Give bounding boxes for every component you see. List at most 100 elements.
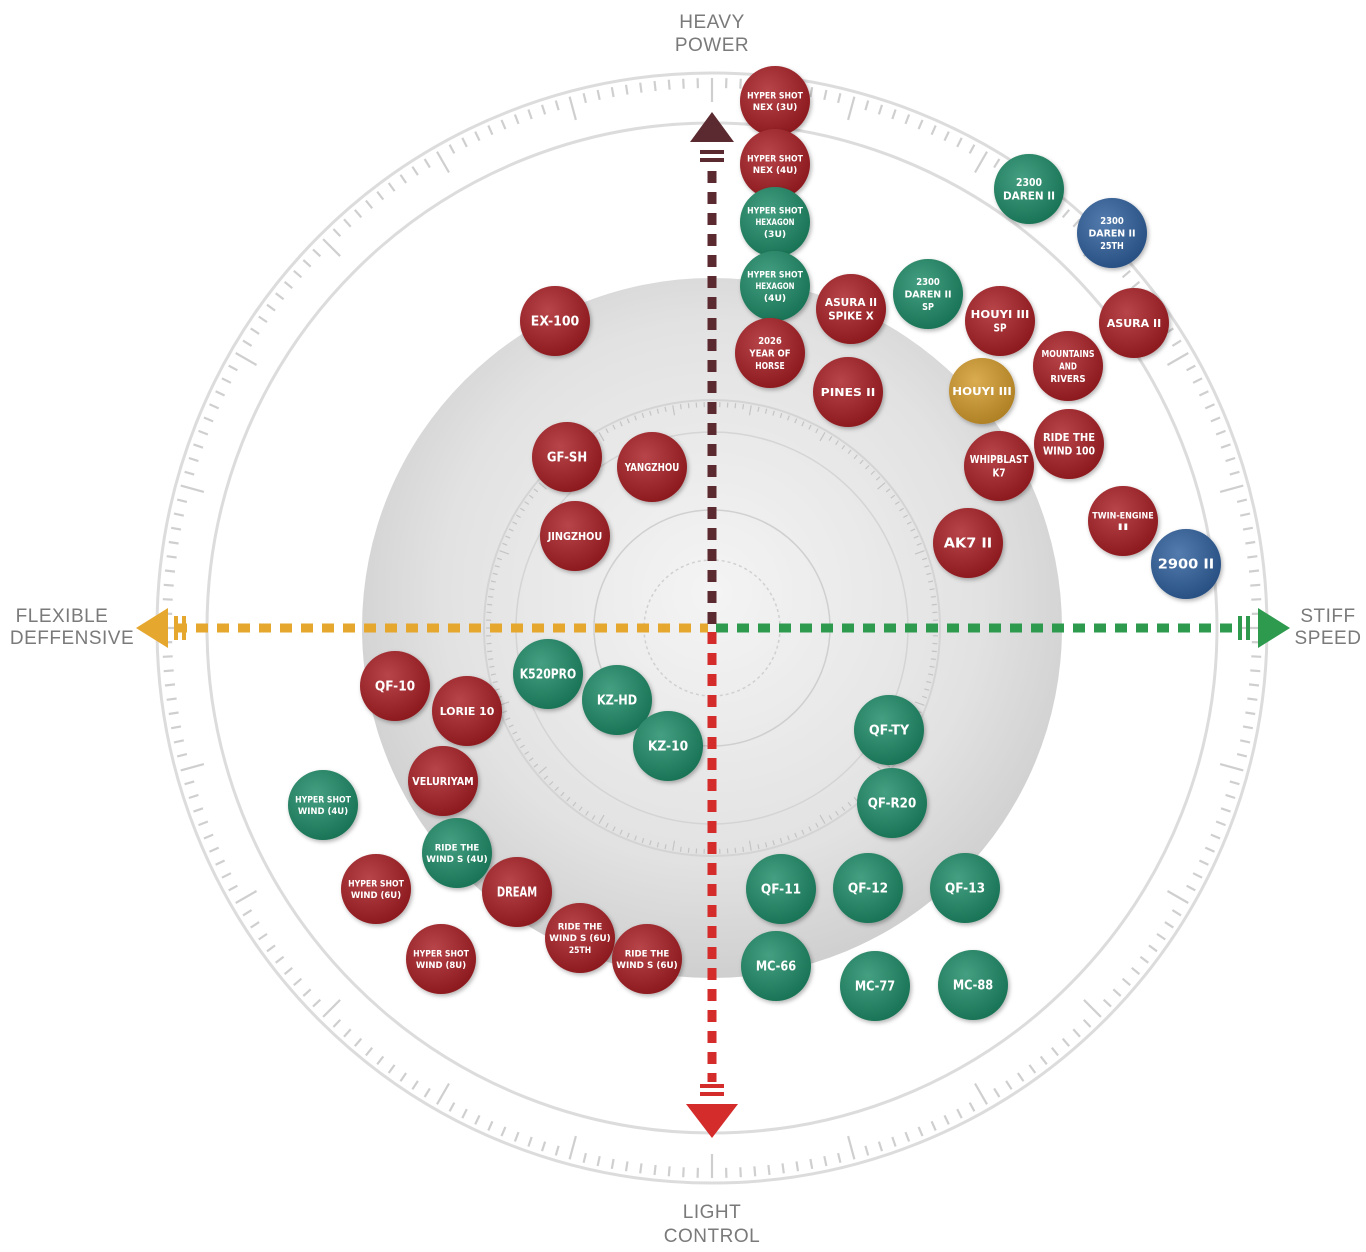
dial-tick bbox=[1247, 697, 1258, 701]
racket-label: QF-TY bbox=[869, 724, 910, 739]
dial-tick bbox=[591, 815, 596, 821]
racket-marker-shade bbox=[582, 665, 652, 735]
dial-tick bbox=[930, 125, 937, 136]
dial-tick bbox=[891, 1136, 897, 1147]
dial-tick bbox=[828, 435, 833, 441]
dial-tick bbox=[488, 658, 494, 661]
dial-tick bbox=[847, 1135, 856, 1160]
dial-tick bbox=[1229, 470, 1240, 476]
dial-tick bbox=[188, 793, 199, 800]
racket-label: PINES II bbox=[821, 386, 876, 399]
dial-tick bbox=[582, 1152, 587, 1164]
racket-label: AK7 II bbox=[944, 537, 992, 552]
racket-marker-shade bbox=[933, 508, 1003, 578]
dial-tick bbox=[926, 572, 932, 576]
dial-tick bbox=[823, 89, 828, 101]
dial-tick bbox=[184, 780, 195, 786]
racket-marker-shade bbox=[482, 857, 552, 927]
dial-tick bbox=[930, 658, 936, 661]
dial-tick bbox=[1072, 218, 1081, 228]
dial-tick bbox=[943, 1114, 950, 1125]
racket-label: HEXAGON bbox=[755, 282, 794, 292]
racket-marker-shade bbox=[341, 854, 411, 924]
axis-label-right-line2: SPEED bbox=[1295, 628, 1362, 649]
dial-tick bbox=[837, 1152, 842, 1164]
dial-tick bbox=[283, 966, 293, 975]
dial-tick bbox=[568, 96, 577, 121]
dial-tick bbox=[639, 1163, 643, 1174]
dial-tick bbox=[779, 412, 783, 418]
racket-label: RIDE THE bbox=[435, 843, 480, 853]
dial-tick bbox=[582, 92, 587, 104]
dial-tick bbox=[664, 844, 667, 850]
dial-tick bbox=[490, 580, 496, 583]
axis-label-top-line2: POWER bbox=[675, 35, 749, 56]
dial-tick bbox=[1248, 683, 1260, 687]
dial-tick bbox=[626, 832, 630, 838]
dial-tick bbox=[767, 1164, 771, 1176]
racket-marker-ride-the-wind-s-6u: RIDE THE WIND S (6U) bbox=[612, 924, 682, 994]
dial-tick bbox=[387, 182, 396, 192]
dial-tick bbox=[904, 1131, 911, 1142]
racket-marker-shade bbox=[949, 358, 1015, 424]
dial-tick bbox=[258, 315, 268, 324]
dial-tick bbox=[566, 796, 571, 802]
dial-tick bbox=[993, 1087, 1001, 1098]
dial-tick bbox=[891, 109, 897, 120]
dial-tick bbox=[500, 119, 507, 130]
racket-label: 2026 bbox=[758, 336, 782, 347]
dial-tick bbox=[293, 269, 303, 279]
dial-tick bbox=[332, 228, 342, 238]
racket-label: QF-11 bbox=[761, 883, 801, 898]
dial-tick bbox=[653, 1164, 657, 1176]
racket-marker-shade bbox=[833, 853, 903, 923]
racket-label: WHIPBLAST bbox=[970, 454, 1029, 466]
dial-tick bbox=[968, 144, 976, 154]
racket-label: ASURA II bbox=[825, 297, 877, 309]
racket-marker-shade bbox=[840, 951, 910, 1021]
dial-tick bbox=[193, 443, 204, 449]
dial-tick bbox=[502, 542, 508, 546]
dial-tick bbox=[365, 1047, 374, 1057]
dial-tick bbox=[487, 1120, 494, 1131]
dial-tick bbox=[1016, 1072, 1025, 1082]
dial-tick bbox=[853, 796, 858, 802]
dial-tick bbox=[293, 977, 303, 987]
dial-tick bbox=[1250, 583, 1261, 587]
racket-marker-qf-12: QF-12 bbox=[833, 853, 903, 923]
dial-tick bbox=[1250, 669, 1261, 673]
dial-tick bbox=[376, 191, 385, 201]
dial-tick bbox=[596, 89, 601, 101]
dial-tick bbox=[560, 791, 565, 797]
dial-tick bbox=[266, 944, 276, 953]
racket-label: MOUNTAINS bbox=[1042, 349, 1095, 360]
dial-tick bbox=[543, 775, 549, 780]
dial-tick bbox=[619, 421, 623, 427]
dial-tick bbox=[353, 209, 363, 219]
dial-tick bbox=[302, 259, 312, 268]
racket-marker-asura-ii: ASURA II bbox=[1099, 288, 1169, 358]
dial-tick bbox=[928, 580, 934, 583]
dial-tick bbox=[906, 521, 912, 525]
arrow-down-bar bbox=[700, 1084, 724, 1088]
racket-marker-ride-the-wind-100: RIDE THE WIND 100 bbox=[1034, 409, 1104, 479]
dial-tick bbox=[448, 1102, 456, 1112]
dial-tick bbox=[890, 494, 896, 499]
dial-tick bbox=[180, 484, 205, 493]
dial-tick bbox=[162, 598, 173, 601]
racket-label: YANGZHOU bbox=[624, 461, 679, 474]
racket-marker-qf-11: QF-11 bbox=[746, 854, 816, 924]
racket-label: TWIN-ENGINE bbox=[1092, 511, 1153, 521]
racket-marker-shade bbox=[422, 818, 492, 888]
dial-tick bbox=[166, 555, 177, 559]
racket-label: KZ-HD bbox=[597, 694, 637, 709]
dial-tick bbox=[877, 1141, 884, 1152]
dial-tick bbox=[343, 218, 352, 228]
dial-tick bbox=[554, 786, 559, 792]
dial-tick bbox=[162, 655, 173, 658]
racket-label: SPIKE X bbox=[828, 311, 874, 323]
arrow-right-icon bbox=[1258, 608, 1290, 648]
dial-tick bbox=[322, 999, 341, 1018]
dial-tick bbox=[764, 408, 768, 414]
